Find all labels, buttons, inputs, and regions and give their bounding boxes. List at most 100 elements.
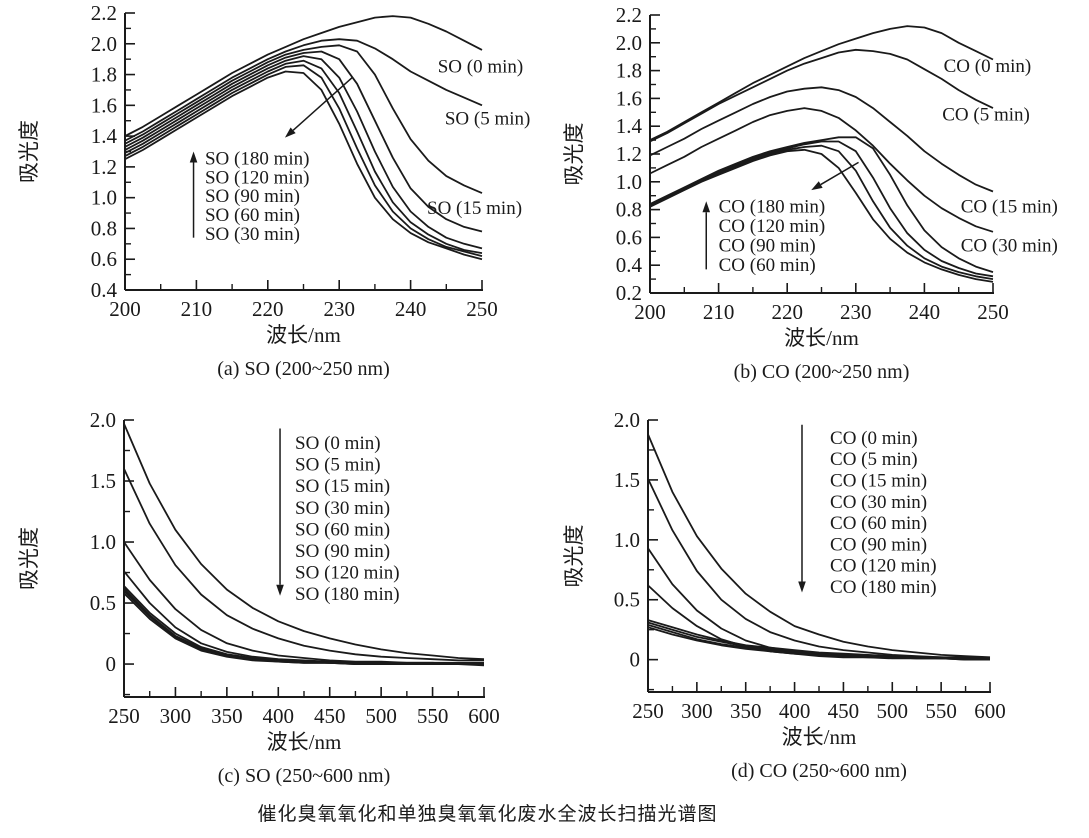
series-so-15-min <box>124 44 483 194</box>
x-tick-label: 230 <box>840 300 872 324</box>
x-tick-label: 550 <box>417 704 449 728</box>
legend-item-so-30-min: SO (30 min) <box>295 498 390 519</box>
subplot-a: 200 210 220 230 240 250 0.4 0.6 0.8 1.0 1.2 1.4 1.6 1… <box>0 0 545 395</box>
y-tick-label: 1.5 <box>614 468 640 492</box>
subplot-caption: (b) CO (200~250 nm) <box>734 361 910 383</box>
y-tick-label: 0.6 <box>91 247 117 271</box>
x-tick-label: 250 <box>632 699 664 723</box>
curve-label-co-0-min: CO (0 min) <box>944 56 1032 77</box>
chart-c: 250 300 350 400 450 500 550 600 0 0.5 1.0 1.5 2.0 波长/… <box>17 408 500 787</box>
x-tick-label: 240 <box>395 297 427 321</box>
y-tick-label: 0 <box>630 648 641 672</box>
series-co-15-min <box>649 86 994 193</box>
subplot-b: 200 210 220 230 240 250 0.2 0.4 0.6 0.8 1.0 1.2 1.4 1… <box>545 0 1089 395</box>
y-tick-label: 1.0 <box>90 530 116 554</box>
x-tick-label: 230 <box>323 297 355 321</box>
y-tick-label: 2.0 <box>616 31 642 55</box>
x-tick-label: 450 <box>314 704 346 728</box>
y-tick-label: 0.4 <box>91 278 118 302</box>
legend-item-co-5-min: CO (5 min) <box>830 449 918 470</box>
series-so-30-min <box>123 570 484 665</box>
y-axis-label: 吸光度 <box>17 120 41 183</box>
series-so-90-min <box>124 59 483 254</box>
legend-item-so-5-min: SO (5 min) <box>295 455 381 476</box>
legend-arrow-head <box>189 151 198 163</box>
y-tick-label: 2.0 <box>90 408 116 432</box>
legend-item-so-90-min: SO (90 min) <box>295 541 390 562</box>
series-co-60-min <box>649 136 994 273</box>
series-co-5-min <box>649 48 994 143</box>
y-tick-label: 0.8 <box>616 198 642 222</box>
series-so-60-min <box>124 55 483 250</box>
curve-label-so-5-min: SO (5 min) <box>445 109 531 130</box>
x-tick-label: 220 <box>771 300 803 324</box>
series-co-120-min <box>649 144 994 280</box>
curve-label-co-5-min: CO (5 min) <box>942 105 1030 126</box>
x-tick-label: 250 <box>108 704 140 728</box>
legend-item-so-180-min: SO (180 min) <box>205 149 310 170</box>
x-tick-label: 250 <box>977 300 1009 324</box>
legend-item-co-60-min: CO (60 min) <box>719 255 816 276</box>
series-co-30-min <box>649 107 994 233</box>
y-tick-label: 2.0 <box>614 408 640 432</box>
series-so-30-min <box>124 50 483 233</box>
figure-caption: 催化臭氧氧化和单独臭氧氧化废水全波长扫描光谱图 <box>257 804 718 825</box>
legend-arrow-head <box>702 201 711 213</box>
x-tick-label: 600 <box>468 704 500 728</box>
x-tick-label: 350 <box>211 704 243 728</box>
curve-label-so-0-min: SO (0 min) <box>438 56 524 77</box>
y-axis-label: 吸光度 <box>17 527 41 590</box>
legend-item-so-30-min: SO (30 min) <box>205 224 300 245</box>
x-tick-label: 400 <box>263 704 295 728</box>
y-tick-label: 1.0 <box>614 528 640 552</box>
y-tick-label: 0.4 <box>616 253 643 277</box>
legend-arrow-head <box>798 581 806 593</box>
legend-item-so-120-min: SO (120 min) <box>205 167 310 188</box>
legend-item-co-120-min: CO (120 min) <box>830 556 937 577</box>
x-tick-label: 600 <box>974 699 1006 723</box>
legend-item-co-180-min: CO (180 min) <box>719 196 826 217</box>
legend-item-co-30-min: CO (30 min) <box>830 492 927 513</box>
x-tick-label: 300 <box>160 704 192 728</box>
y-tick-label: 1.5 <box>90 469 116 493</box>
annotation-arrow-0-shaft <box>292 77 353 131</box>
y-tick-label: 1.6 <box>616 86 642 110</box>
subplot-caption: (d) CO (250~600 nm) <box>731 760 907 782</box>
y-tick-label: 0.5 <box>614 588 640 612</box>
y-axis-label: 吸光度 <box>562 525 586 588</box>
legend-item-so-90-min: SO (90 min) <box>205 186 300 207</box>
subplot-c: 250 300 350 400 450 500 550 600 0 0.5 1.0 1.5 2.0 波长/… <box>0 395 545 838</box>
legend-item-so-60-min: SO (60 min) <box>205 205 300 226</box>
series-co-5-min <box>647 478 991 660</box>
x-tick-label: 240 <box>909 300 941 324</box>
y-tick-label: 2.0 <box>91 32 117 56</box>
legend-item-so-120-min: SO (120 min) <box>295 563 400 584</box>
y-tick-label: 0 <box>106 652 117 676</box>
x-axis-label: 波长/nm <box>784 326 859 350</box>
legend-item-so-180-min: SO (180 min) <box>295 584 400 605</box>
y-tick-label: 1.8 <box>91 63 117 87</box>
y-tick-label: 1.0 <box>616 170 642 194</box>
x-tick-label: 250 <box>466 297 498 321</box>
legend-item-so-60-min: SO (60 min) <box>295 519 390 540</box>
legend-item-co-120-min: CO (120 min) <box>719 216 826 237</box>
x-tick-label: 500 <box>365 704 397 728</box>
y-tick-label: 1.6 <box>91 93 117 117</box>
series-co-180-min <box>647 626 990 661</box>
series-so-180-min <box>124 70 483 261</box>
chart-d: 250 300 350 400 450 500 550 600 0 0.5 1.0 1.5 2.0 波长/… <box>562 408 1006 782</box>
legend-item-co-15-min: CO (15 min) <box>830 470 927 491</box>
x-tick-label: 300 <box>681 699 713 723</box>
chart-a: 200 210 220 230 240 250 0.4 0.6 0.8 1.0 1.2 1.4 1.6 1… <box>17 1 531 380</box>
y-tick-label: 1.2 <box>616 142 642 166</box>
series-so-0-min <box>123 423 485 661</box>
x-axis-label: 波长/nm <box>266 323 341 347</box>
y-axis-label: 吸光度 <box>562 123 586 186</box>
subplot-d: 250 300 350 400 450 500 550 600 0 0.5 1.0 1.5 2.0 波长/… <box>545 395 1089 838</box>
series-co-0-min <box>647 434 991 659</box>
x-tick-label: 350 <box>730 699 762 723</box>
x-tick-label: 450 <box>828 699 860 723</box>
y-tick-label: 1.4 <box>616 114 643 138</box>
series-so-180-min <box>123 592 485 667</box>
